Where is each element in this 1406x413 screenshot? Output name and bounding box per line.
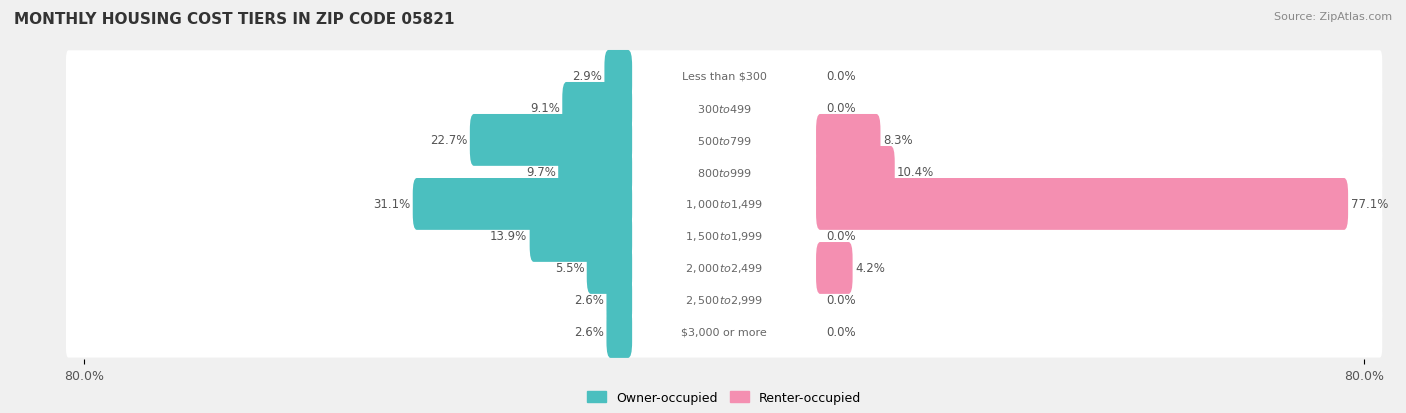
FancyBboxPatch shape	[815, 115, 880, 166]
Text: 4.2%: 4.2%	[855, 262, 884, 275]
Text: $1,500 to $1,999: $1,500 to $1,999	[685, 230, 763, 243]
Text: 9.1%: 9.1%	[530, 102, 560, 115]
Text: $3,000 or more: $3,000 or more	[682, 327, 766, 337]
Text: $800 to $999: $800 to $999	[696, 166, 752, 178]
Text: 13.9%: 13.9%	[491, 230, 527, 243]
Text: 22.7%: 22.7%	[430, 134, 467, 147]
FancyBboxPatch shape	[413, 178, 633, 230]
Text: 0.0%: 0.0%	[827, 326, 856, 339]
FancyBboxPatch shape	[530, 211, 633, 262]
FancyBboxPatch shape	[66, 115, 1382, 166]
Text: 0.0%: 0.0%	[827, 70, 856, 83]
Text: 9.7%: 9.7%	[526, 166, 555, 179]
FancyBboxPatch shape	[66, 275, 1382, 326]
FancyBboxPatch shape	[815, 147, 894, 198]
FancyBboxPatch shape	[66, 83, 1382, 134]
Text: 31.1%: 31.1%	[373, 198, 411, 211]
Legend: Owner-occupied, Renter-occupied: Owner-occupied, Renter-occupied	[582, 386, 866, 409]
FancyBboxPatch shape	[66, 179, 1382, 230]
Text: $2,000 to $2,499: $2,000 to $2,499	[685, 262, 763, 275]
FancyBboxPatch shape	[66, 211, 1382, 262]
Text: 2.6%: 2.6%	[574, 294, 605, 307]
FancyBboxPatch shape	[470, 115, 633, 166]
Text: 8.3%: 8.3%	[883, 134, 912, 147]
Text: Source: ZipAtlas.com: Source: ZipAtlas.com	[1274, 12, 1392, 22]
Text: 10.4%: 10.4%	[897, 166, 935, 179]
FancyBboxPatch shape	[66, 147, 1382, 198]
Text: MONTHLY HOUSING COST TIERS IN ZIP CODE 05821: MONTHLY HOUSING COST TIERS IN ZIP CODE 0…	[14, 12, 454, 27]
Text: $300 to $499: $300 to $499	[696, 103, 752, 115]
FancyBboxPatch shape	[606, 274, 633, 326]
FancyBboxPatch shape	[66, 306, 1382, 358]
Text: $1,000 to $1,499: $1,000 to $1,499	[685, 198, 763, 211]
Text: 2.9%: 2.9%	[572, 70, 602, 83]
Text: 2.6%: 2.6%	[574, 326, 605, 339]
Text: 5.5%: 5.5%	[555, 262, 585, 275]
Text: 0.0%: 0.0%	[827, 294, 856, 307]
FancyBboxPatch shape	[815, 242, 852, 294]
FancyBboxPatch shape	[605, 51, 633, 102]
FancyBboxPatch shape	[606, 306, 633, 358]
FancyBboxPatch shape	[562, 83, 633, 135]
FancyBboxPatch shape	[815, 178, 1348, 230]
FancyBboxPatch shape	[66, 51, 1382, 102]
Text: $500 to $799: $500 to $799	[696, 135, 752, 147]
FancyBboxPatch shape	[558, 147, 633, 198]
Text: 0.0%: 0.0%	[827, 230, 856, 243]
Text: 77.1%: 77.1%	[1351, 198, 1388, 211]
Text: $2,500 to $2,999: $2,500 to $2,999	[685, 294, 763, 307]
FancyBboxPatch shape	[66, 243, 1382, 294]
Text: 0.0%: 0.0%	[827, 102, 856, 115]
FancyBboxPatch shape	[586, 242, 633, 294]
Text: Less than $300: Less than $300	[682, 72, 766, 82]
